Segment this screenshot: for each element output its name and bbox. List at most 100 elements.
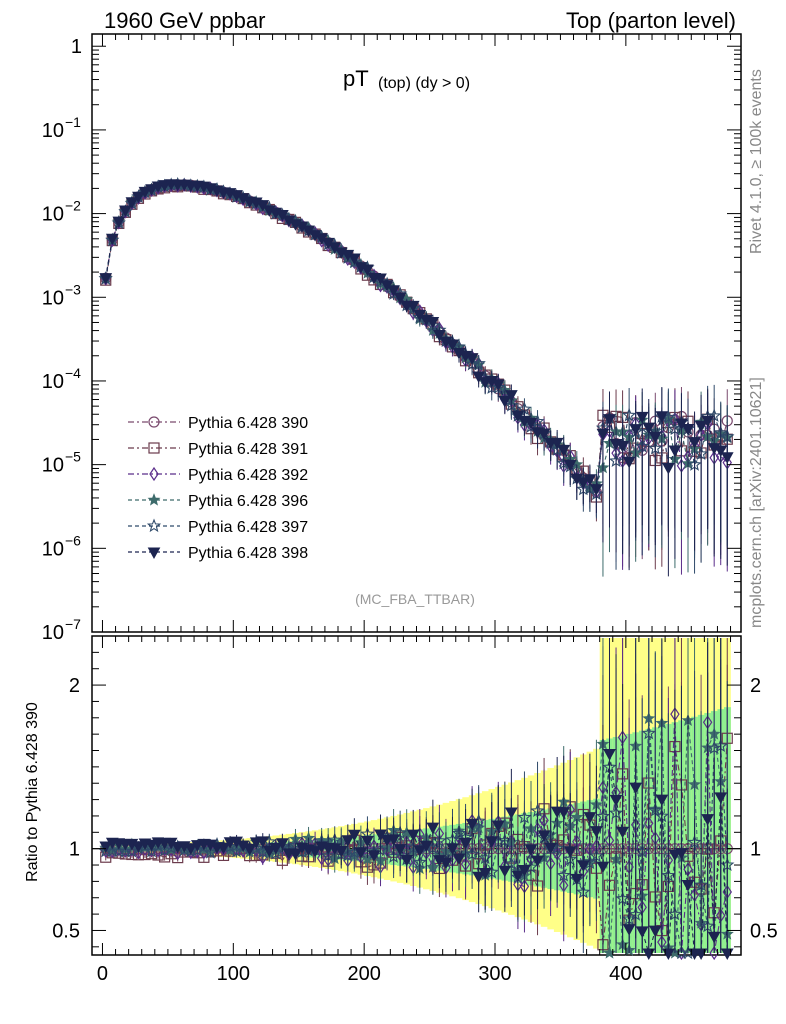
ratio-point (289, 848, 302, 861)
ratio-point (243, 844, 257, 856)
x-tick-label: 300 (478, 963, 511, 985)
header-energy: 1960 GeV ppbar (104, 8, 266, 33)
ratio-point (374, 829, 387, 842)
ratio-point (701, 814, 714, 826)
main-point (642, 422, 656, 435)
x-tick-label: 200 (347, 963, 380, 985)
ratio-point (511, 870, 525, 883)
y-tick-label: 10 (42, 455, 64, 477)
legend-label: Pythia 6.428 398 (188, 545, 308, 562)
ratio-point (203, 845, 218, 859)
ratio-point (641, 725, 656, 740)
ratio-point (544, 842, 557, 855)
ratio-point (570, 873, 584, 886)
y-tick-label: 10 (42, 622, 64, 644)
ratio-point (334, 845, 348, 858)
y-tick-label: 10 (42, 204, 64, 226)
main-point (119, 205, 132, 218)
ratio-point (537, 830, 551, 842)
main-point (590, 484, 603, 496)
main-point (603, 414, 616, 426)
ratio-tick-label-left: 0.5 (52, 920, 80, 942)
ratio-point (413, 845, 427, 857)
main-frame (91, 33, 742, 633)
main-point (714, 445, 728, 458)
ratio-point (709, 945, 719, 961)
ratio-point (439, 857, 453, 870)
main-point (655, 411, 669, 423)
ratio-point (276, 838, 289, 850)
y-tick-label: 10 (42, 287, 64, 309)
plot-title-sub: (top) (dy > 0) (378, 75, 470, 92)
x-tick-label: 100 (217, 963, 250, 985)
main-point (688, 437, 701, 449)
main-point (491, 379, 505, 391)
ratio-point (603, 749, 616, 761)
main-point (99, 273, 113, 285)
analysis-tag: (MC_FBA_TTBAR) (355, 591, 475, 607)
main-point (583, 474, 597, 486)
ratio-point (714, 792, 728, 804)
y-tick-exponent: −7 (65, 616, 81, 632)
x-tick-label: 400 (609, 963, 642, 985)
ratio-point (531, 855, 544, 868)
legend-marker (146, 518, 162, 533)
ratio-point (662, 948, 675, 961)
main-point (576, 477, 590, 489)
ratio-point (419, 840, 433, 853)
legend-marker (148, 416, 160, 428)
legend-marker (148, 442, 160, 454)
ratio-point (518, 864, 531, 877)
ratio-point (472, 871, 485, 884)
ratio-point (648, 925, 662, 938)
main-point (446, 339, 459, 352)
ratio-point (556, 867, 571, 882)
main-point (276, 209, 289, 222)
ratio-y-axis-label: Ratio to Pythia 6.428 390 (24, 702, 41, 882)
ratio-point (485, 836, 499, 848)
main-point (433, 329, 446, 342)
main-point (537, 428, 551, 441)
ratio-point (354, 847, 368, 859)
legend-label: Pythia 6.428 390 (188, 415, 308, 432)
ratio-point (635, 926, 649, 938)
main-point (596, 428, 610, 441)
main-point (105, 233, 119, 246)
ratio-point (694, 948, 708, 961)
main-point (524, 417, 538, 430)
main-point (387, 285, 400, 297)
ratio-point (524, 844, 538, 856)
ratio-point (491, 820, 505, 833)
main-point (138, 186, 152, 199)
ratio-point (557, 807, 571, 819)
ratio-point (400, 854, 414, 867)
y-tick-label: 10 (42, 120, 64, 142)
ratio-point (675, 848, 688, 860)
legend-marker (147, 547, 161, 560)
ratio-point (256, 836, 270, 848)
main-point (505, 390, 518, 402)
legend-marker (147, 493, 161, 506)
main-point (145, 184, 158, 196)
main-series-group (98, 176, 735, 577)
legend-label: Pythia 6.428 392 (188, 467, 308, 484)
ratio-point (361, 835, 374, 848)
ratio-point (563, 846, 577, 858)
ratio-point (596, 861, 610, 874)
main-point (621, 407, 637, 422)
ratio-point (655, 794, 669, 807)
main-point (406, 300, 420, 313)
legend-marker (149, 466, 159, 482)
main-point (629, 424, 643, 436)
y-tick-label: 10 (42, 371, 64, 393)
axes-group: 0 100 200 300 400110−110−210−310−410−510−610… (42, 34, 778, 985)
ratio-point (642, 948, 656, 961)
ratio-series-group (98, 638, 735, 961)
ratio-point (341, 835, 355, 847)
ratio-point (426, 822, 440, 835)
ratio-point (707, 931, 721, 944)
ratio-point (622, 924, 636, 936)
ratio-point (269, 843, 283, 855)
ratio-point (517, 810, 532, 824)
